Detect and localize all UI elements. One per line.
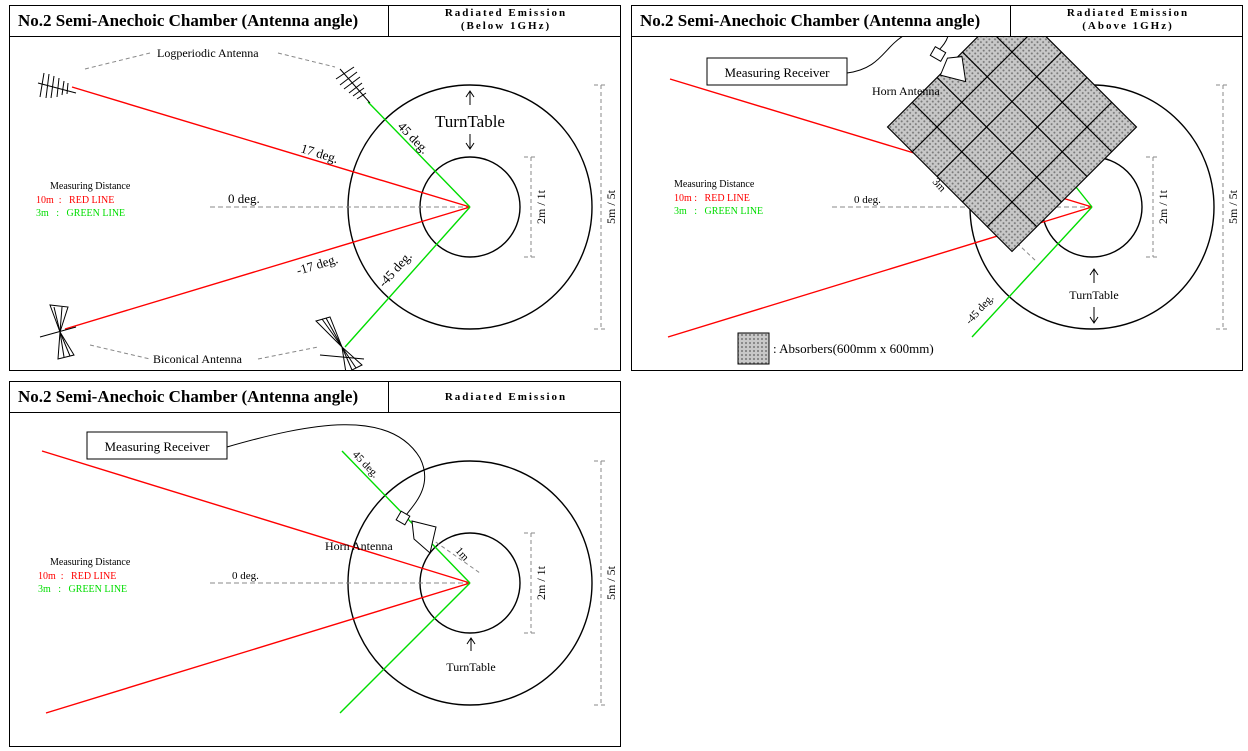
horn-label: Horn Antenna: [325, 539, 393, 553]
distance-green: 3m : GREEN LINE: [674, 206, 763, 217]
label-leader: [257, 346, 319, 360]
red-line-17deg: [71, 86, 471, 208]
horn-label: Horn Antenna: [872, 84, 940, 98]
deg-label-minus45: -45 deg.: [375, 248, 415, 290]
label-leader: [84, 52, 151, 70]
dim-inner-label: 2m / 1t: [534, 565, 548, 600]
arrow-head: [465, 142, 475, 150]
green-line-minus45deg: [344, 206, 471, 348]
distance-title: Measuring Distance: [50, 181, 131, 192]
deg-label-minus45: -45 deg.: [963, 292, 996, 327]
emission-line1: Radiated Emission: [444, 391, 568, 403]
biconical-antenna-icon: [39, 304, 77, 360]
inner-dimension: [524, 156, 538, 258]
header-divider: [1010, 6, 1011, 36]
absorber-legend-swatch: [737, 332, 770, 365]
distance-red: 10m : RED LINE: [674, 193, 750, 204]
distance-red: 10m : RED LINE: [36, 195, 114, 206]
dist-1m-label: 1m: [453, 545, 472, 564]
distance-green: 3m : GREEN LINE: [38, 584, 127, 595]
red-line-minus17deg: [64, 206, 471, 330]
emission-label: Radiated Emission: [392, 391, 620, 404]
emission-line1: Radiated Emission: [1066, 7, 1190, 19]
panel-below-1ghz: No.2 Semi-Anechoic Chamber (Antenna angl…: [9, 5, 621, 371]
green-line-45deg: [367, 101, 471, 208]
cable: [226, 424, 426, 519]
dim-outer-label: 5m / 5t: [604, 189, 618, 224]
panel-header: No.2 Semi-Anechoic Chamber (Antenna angl…: [10, 6, 620, 37]
green-line-minus45: [971, 206, 1093, 338]
cable: [846, 37, 949, 74]
measuring-receiver-box: [706, 57, 848, 86]
arrow-head: [465, 90, 475, 98]
label-leader: [89, 344, 151, 360]
distance-red: 10m : RED LINE: [38, 571, 116, 582]
inner-dimension: [524, 532, 538, 634]
emission-line1: Radiated Emission: [444, 7, 568, 19]
panel-above-1ghz: No.2 Semi-Anechoic Chamber (Antenna angl…: [631, 5, 1243, 371]
deg-label-minus17: -17 deg.: [294, 251, 339, 278]
outer-dimension: [594, 460, 608, 706]
outer-dimension: [594, 84, 608, 330]
outer-dimension: [1216, 84, 1230, 330]
distance-green: 3m : GREEN LINE: [36, 208, 125, 219]
emission-line2: (Below 1GHz): [460, 20, 552, 32]
turntable-label: TurnTable: [435, 112, 505, 131]
dim-inner-label: 2m / 1t: [1156, 189, 1170, 224]
deg-label-0: 0 deg.: [228, 191, 260, 206]
logperiodic-label: Logperiodic Antenna: [157, 46, 259, 60]
receiver-label: Measuring Receiver: [724, 65, 830, 80]
arrow-head: [1089, 316, 1099, 324]
absorber-legend-label: : Absorbers(600mm x 600mm): [773, 341, 934, 356]
header-divider: [388, 6, 389, 36]
distance-title: Measuring Distance: [674, 179, 755, 190]
panel-title: No.2 Semi-Anechoic Chamber (Antenna angl…: [18, 387, 359, 406]
red-line-upper: [41, 450, 471, 584]
arrow-head: [1089, 268, 1099, 276]
green-line-lower: [339, 582, 471, 714]
dim-outer-label: 5m / 5t: [1226, 189, 1240, 224]
logperiodic-antenna-icon: [37, 72, 77, 99]
horn-antenna-icon: [929, 45, 967, 83]
logperiodic-antenna-icon: [335, 66, 371, 104]
measuring-receiver-box: [86, 431, 228, 460]
panel-header: No.2 Semi-Anechoic Chamber (Antenna angl…: [632, 6, 1242, 37]
deg-label-0: 0 deg.: [232, 570, 259, 582]
panel-header: No.2 Semi-Anechoic Chamber (Antenna angl…: [10, 382, 620, 413]
inner-dimension: [1146, 156, 1160, 258]
deg-label-0: 0 deg.: [854, 194, 881, 206]
panel-title: No.2 Semi-Anechoic Chamber (Antenna angl…: [640, 11, 981, 30]
panel-title: No.2 Semi-Anechoic Chamber (Antenna angl…: [18, 11, 359, 30]
dim-outer-label: 5m / 5t: [604, 565, 618, 600]
biconical-label: Biconical Antenna: [153, 352, 243, 366]
arrow-head: [466, 637, 476, 645]
distance-title: Measuring Distance: [50, 557, 131, 568]
red-line-lower: [45, 582, 471, 714]
turntable-label: TurnTable: [1069, 288, 1118, 302]
emission-label: Radiated Emission (Below 1GHz): [392, 7, 620, 33]
label-leader: [277, 52, 336, 68]
emission-line2: (Above 1GHz): [1082, 20, 1174, 32]
dim-inner-label: 2m / 1t: [534, 189, 548, 224]
chamber-diagram: Logperiodic Antenna Biconical Antenna Tu…: [36, 46, 618, 370]
distance-guide: [429, 537, 481, 574]
horn-antenna-icon: [395, 510, 437, 554]
header-divider: [388, 382, 389, 412]
deg-label-45: 45 deg.: [395, 119, 432, 157]
receiver-label: Measuring Receiver: [104, 439, 210, 454]
panel-radiated-emission: No.2 Semi-Anechoic Chamber (Antenna angl…: [9, 381, 621, 747]
chamber-diagram: 3m Measuring Receiver Horn Antenna: [667, 37, 1240, 365]
turntable-label: TurnTable: [446, 660, 495, 674]
chamber-diagram: 1m Measuring Receiver Horn Antenna TurnT…: [38, 424, 618, 714]
biconical-antenna-icon: [315, 316, 365, 370]
absorber-array: [886, 37, 1138, 253]
emission-label: Radiated Emission (Above 1GHz): [1014, 7, 1242, 33]
